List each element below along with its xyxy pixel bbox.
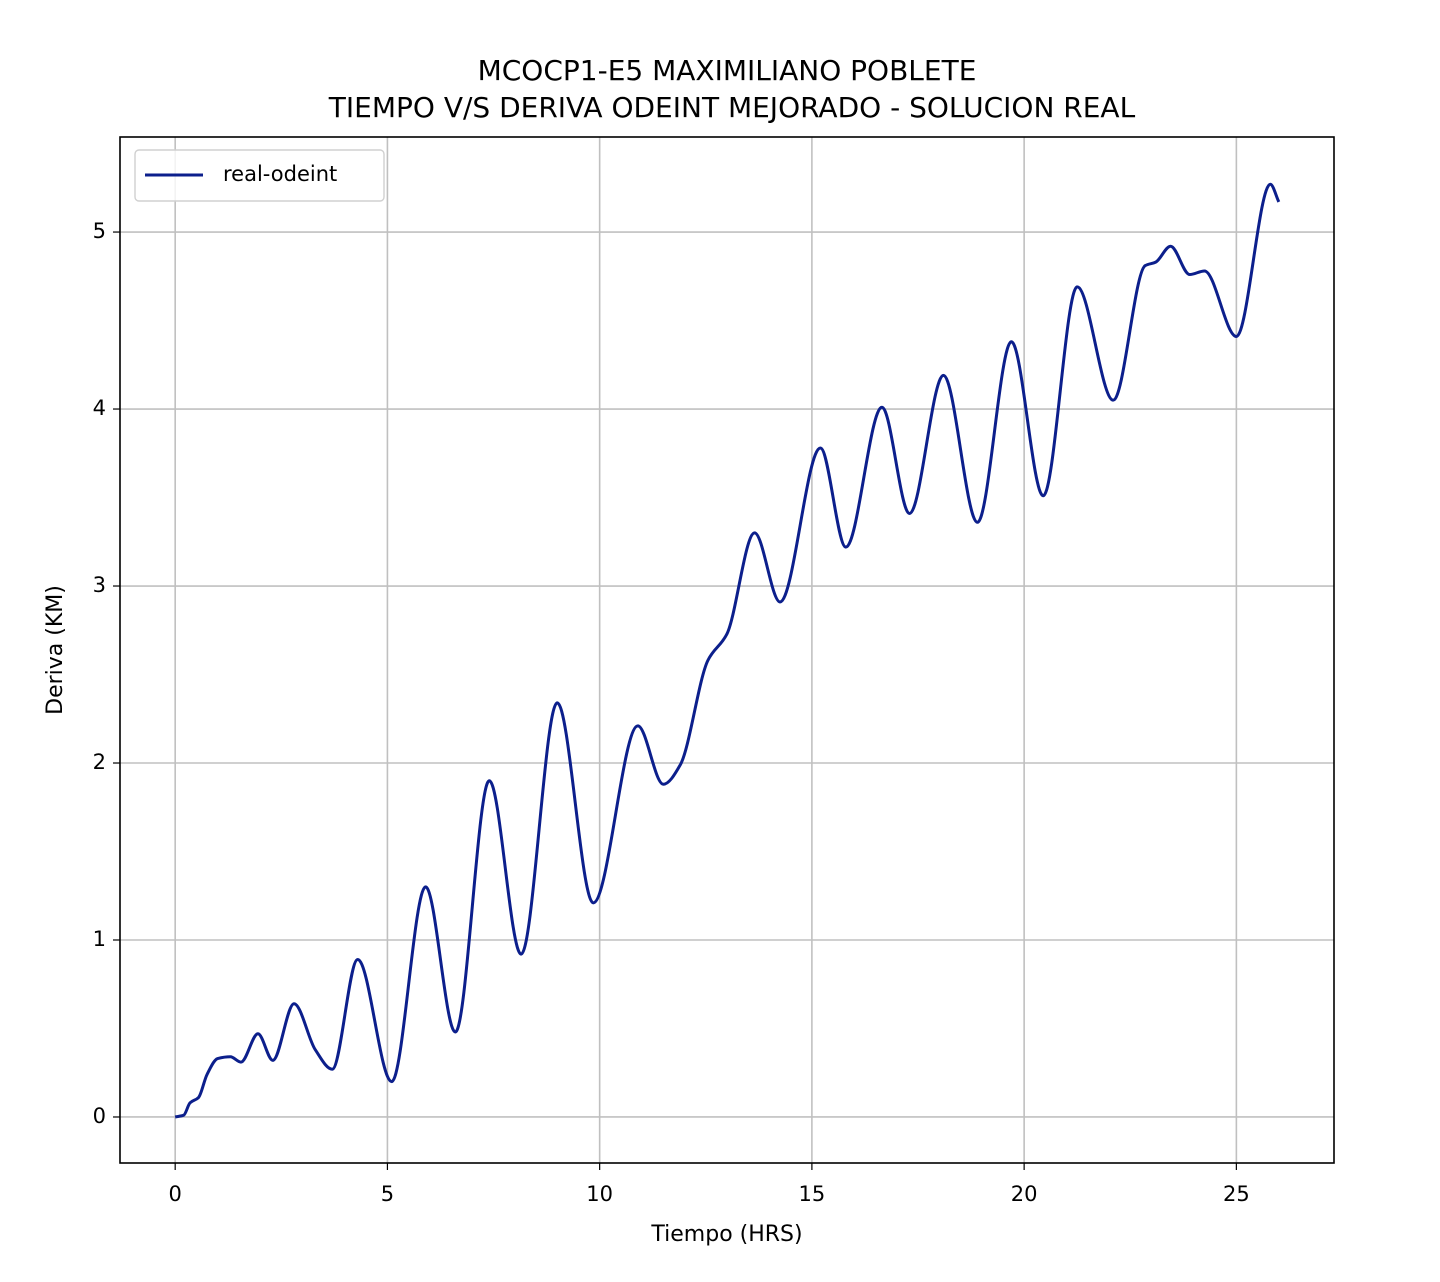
data-line [174,182,1281,1119]
chart-title: TIEMPO V/S DERIVA ODEINT MEJORADO - SOLU… [328,91,1136,124]
x-tick-label: 10 [586,1182,613,1206]
x-tick-label: 5 [381,1182,394,1206]
y-axis-label: Deriva (KM) [43,585,68,715]
y-tick-label: 1 [93,927,106,951]
y-tick-label: 5 [93,219,106,243]
x-axis-label: Tiempo (HRS) [650,1222,802,1247]
y-tick-label: 2 [93,750,106,774]
x-tick-label: 0 [168,1182,181,1206]
chart-title: MCOCP1-E5 MAXIMILIANO POBLETE [478,54,977,87]
x-tick-label: 25 [1223,1182,1250,1206]
y-tick-label: 0 [93,1104,106,1128]
x-tick-label: 20 [1011,1182,1038,1206]
y-tick-label: 3 [93,573,106,597]
y-tick-label: 4 [93,396,106,420]
legend-label: real-odeint [223,162,337,186]
legend-box [134,149,385,202]
x-tick-label: 15 [799,1182,826,1206]
plot-frame [119,136,1335,1164]
